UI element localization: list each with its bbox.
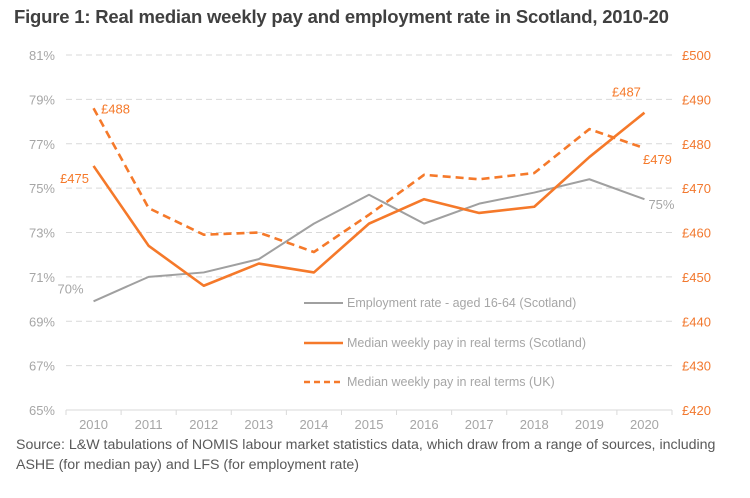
- y-tick-label-right: £430: [682, 359, 711, 374]
- data-label: £475: [60, 171, 89, 186]
- data-label: £479: [643, 152, 672, 167]
- y-tick-label-right: £490: [682, 92, 711, 107]
- y-tick-label-left: 81%: [29, 48, 55, 63]
- series-line-0: [93, 178, 645, 303]
- x-tick-label: 2018: [520, 417, 549, 432]
- legend-label-0: Employment rate - aged 16-64 (Scotland): [347, 296, 576, 310]
- x-tick-label: 2010: [79, 417, 108, 432]
- y-tick-label-left: 69%: [29, 314, 55, 329]
- series-lines: [92, 107, 646, 303]
- x-tick-label: 2015: [355, 417, 384, 432]
- y-tick-label-right: £500: [682, 48, 711, 63]
- y-tick-label-left: 79%: [29, 92, 55, 107]
- data-label: £488: [101, 101, 130, 116]
- y-tick-label-right: £440: [682, 314, 711, 329]
- chart-title: Figure 1: Real median weekly pay and emp…: [14, 6, 669, 27]
- y-tick-label-right: £450: [682, 270, 711, 285]
- data-label: £487: [612, 85, 641, 100]
- y-tick-label-left: 67%: [29, 359, 55, 374]
- x-tick-label: 2012: [189, 417, 218, 432]
- legend: Employment rate - aged 16-64 (Scotland) M…: [304, 296, 586, 389]
- axes: [65, 409, 673, 415]
- y-tick-label-left: 71%: [29, 270, 55, 285]
- y-tick-label-left: 65%: [29, 403, 55, 418]
- y-tick-label-left: 73%: [29, 226, 55, 241]
- x-tick-label: 2020: [630, 417, 659, 432]
- series-line-1: [92, 111, 646, 288]
- chart: 65% 67% 69% 71% 73% 75% 77% 79% 81% £420 £430 £440 £…: [29, 48, 711, 432]
- series-line-2: [92, 107, 645, 254]
- data-label: 70%: [58, 281, 84, 296]
- data-label: 75%: [648, 197, 674, 212]
- y-tick-label-right: £470: [682, 181, 711, 196]
- tick-labels: 65% 67% 69% 71% 73% 75% 77% 79% 81% £420 £430 £440 £…: [29, 48, 711, 432]
- y-tick-label-right: £460: [682, 226, 711, 241]
- x-tick-label: 2016: [410, 417, 439, 432]
- legend-label-1: Median weekly pay in real terms (Scotlan…: [347, 336, 586, 350]
- x-tick-label: 2011: [135, 417, 163, 432]
- x-tick-label: 2017: [465, 417, 494, 432]
- y-tick-label-left: 77%: [29, 137, 55, 152]
- legend-label-2: Median weekly pay in real terms (UK): [347, 375, 555, 389]
- gridlines: [66, 54, 672, 367]
- x-tick-label: 2014: [299, 417, 328, 432]
- y-tick-label-left: 75%: [29, 181, 55, 196]
- data-labels: 70% 75% £475 £487 £488 £479: [58, 85, 675, 297]
- y-tick-label-right: £420: [682, 403, 711, 418]
- source-note: Source: L&W tabulations of NOMIS labour …: [16, 437, 716, 473]
- y-tick-label-right: £480: [682, 137, 711, 152]
- x-tick-label: 2013: [244, 417, 273, 432]
- x-tick-label: 2019: [575, 417, 604, 432]
